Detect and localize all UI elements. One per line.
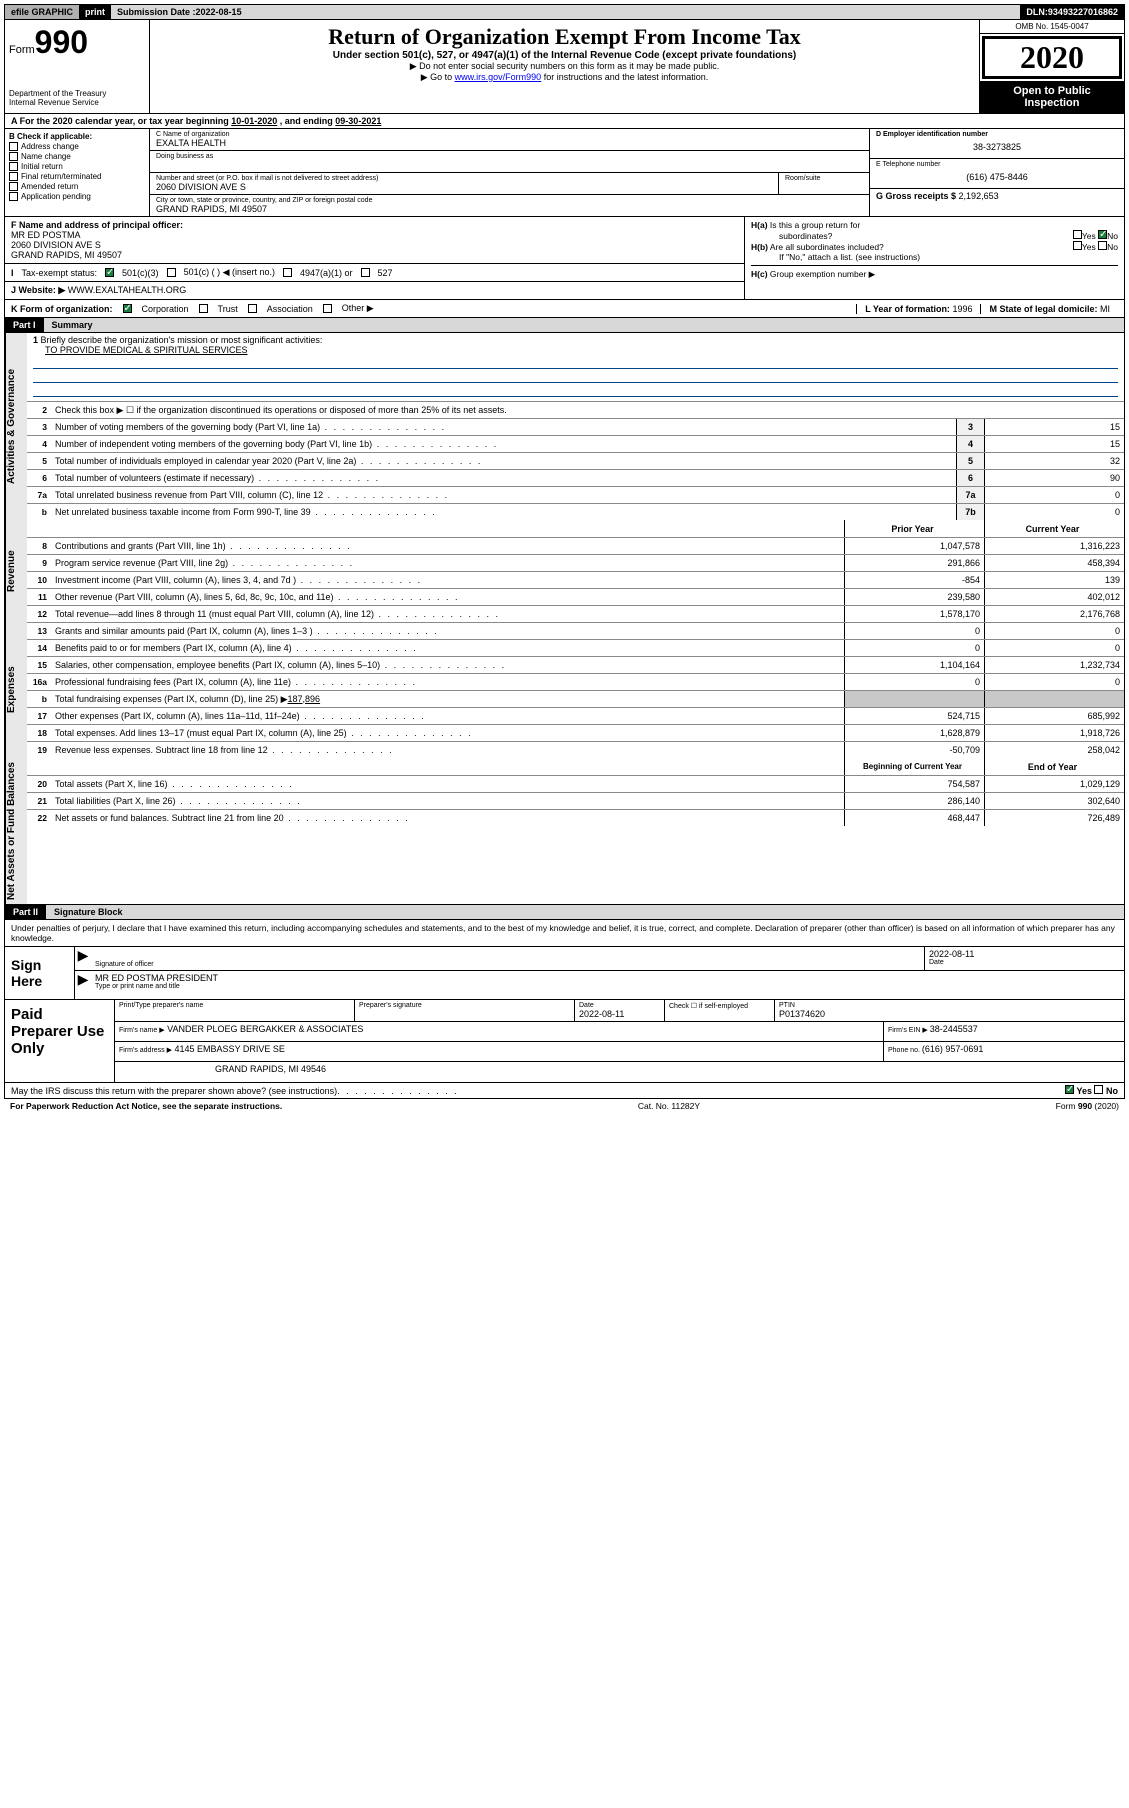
chk-discuss-no[interactable] bbox=[1094, 1085, 1103, 1094]
submission-date: Submission Date : 2022-08-15 bbox=[111, 5, 1020, 19]
header-left: Form990 Department of the Treasury Inter… bbox=[5, 20, 150, 113]
dln: DLN: 93493227016862 bbox=[1020, 5, 1124, 19]
header-right: OMB No. 1545-0047 2020 Open to PublicIns… bbox=[979, 20, 1124, 113]
org-name: EXALTA HEALTH bbox=[156, 138, 863, 148]
line-22: 22Net assets or fund balances. Subtract … bbox=[27, 809, 1124, 826]
chk-ha-no[interactable] bbox=[1098, 230, 1107, 239]
chk-other[interactable] bbox=[323, 304, 332, 313]
line-8: 8Contributions and grants (Part VIII, li… bbox=[27, 537, 1124, 554]
line-7a: 7aTotal unrelated business revenue from … bbox=[27, 486, 1124, 503]
form-title: Return of Organization Exempt From Incom… bbox=[156, 24, 973, 50]
paid-preparer-block: Paid Preparer Use Only Print/Type prepar… bbox=[4, 1000, 1125, 1083]
chk-trust[interactable] bbox=[199, 304, 208, 313]
block-fhij: F Name and address of principal officer:… bbox=[4, 216, 1125, 299]
chk-corp[interactable] bbox=[123, 304, 132, 313]
line-3: 3Number of voting members of the governi… bbox=[27, 418, 1124, 435]
chk-name-change[interactable] bbox=[9, 152, 18, 161]
line-9: 9Program service revenue (Part VIII, lin… bbox=[27, 554, 1124, 571]
gross-receipts: 2,192,653 bbox=[959, 191, 999, 201]
cell-i-status: ITax-exempt status: 501(c)(3) 501(c) ( )… bbox=[5, 264, 744, 282]
chk-final-return[interactable] bbox=[9, 172, 18, 181]
chk-address-change[interactable] bbox=[9, 142, 18, 151]
org-street: 2060 DIVISION AVE S bbox=[156, 182, 772, 192]
row-k: K Form of organization: Corporation Trus… bbox=[4, 299, 1125, 318]
print-button[interactable]: print bbox=[79, 5, 111, 19]
efile-label: efile GRAPHIC bbox=[5, 5, 79, 19]
part1-header: Part I Summary bbox=[4, 318, 1125, 333]
chk-527[interactable] bbox=[361, 268, 370, 277]
line-10: 10Investment income (Part VIII, column (… bbox=[27, 571, 1124, 588]
mission-text: TO PROVIDE MEDICAL & SPIRITUAL SERVICES bbox=[33, 345, 248, 355]
phone: (616) 475-8446 bbox=[876, 168, 1118, 186]
chk-initial-return[interactable] bbox=[9, 162, 18, 171]
chk-501c3[interactable] bbox=[105, 268, 114, 277]
cell-h: H(a) Is this a group return for subordin… bbox=[745, 217, 1124, 283]
line-7b: bNet unrelated business taxable income f… bbox=[27, 503, 1124, 520]
cell-f-officer: F Name and address of principal officer:… bbox=[5, 217, 744, 264]
chk-application-pending[interactable] bbox=[9, 192, 18, 201]
line-21: 21Total liabilities (Part X, line 26)286… bbox=[27, 792, 1124, 809]
cell-j-website: J Website: ▶ WWW.EXALTAHEALTH.ORG bbox=[5, 282, 744, 299]
block-bcde: B Check if applicable: Address change Na… bbox=[4, 129, 1125, 216]
vtab-ag: Activities & Governance bbox=[5, 333, 27, 520]
section-exp: Expenses 13Grants and similar amounts pa… bbox=[4, 622, 1125, 758]
line-16a: 16aProfessional fundraising fees (Part I… bbox=[27, 673, 1124, 690]
line-13: 13Grants and similar amounts paid (Part … bbox=[27, 622, 1124, 639]
col-de: D Employer identification number 38-3273… bbox=[869, 129, 1124, 216]
section-ag: Activities & Governance 1 Briefly descri… bbox=[4, 333, 1125, 520]
line-6: 6Total number of volunteers (estimate if… bbox=[27, 469, 1124, 486]
header-mid: Return of Organization Exempt From Incom… bbox=[150, 20, 979, 113]
chk-discuss-yes[interactable] bbox=[1065, 1085, 1074, 1094]
discuss-row: May the IRS discuss this return with the… bbox=[4, 1083, 1125, 1099]
chk-amended-return[interactable] bbox=[9, 182, 18, 191]
section-net: Net Assets or Fund Balances Beginning of… bbox=[4, 758, 1125, 905]
officer-name: MR ED POSTMA PRESIDENT bbox=[95, 973, 1120, 983]
org-city: GRAND RAPIDS, MI 49507 bbox=[156, 204, 863, 214]
firm-name: VANDER PLOEG BERGAKKER & ASSOCIATES bbox=[167, 1024, 363, 1034]
line-5: 5Total number of individuals employed in… bbox=[27, 452, 1124, 469]
footer: For Paperwork Reduction Act Notice, see … bbox=[4, 1099, 1125, 1113]
vtab-exp: Expenses bbox=[5, 622, 27, 758]
col-b-checkboxes: B Check if applicable: Address change Na… bbox=[5, 129, 150, 216]
chk-501c[interactable] bbox=[167, 268, 176, 277]
col-c-org: C Name of organization EXALTA HEALTH Doi… bbox=[150, 129, 869, 216]
chk-hb-no[interactable] bbox=[1098, 241, 1107, 250]
vtab-net: Net Assets or Fund Balances bbox=[5, 758, 27, 904]
line-4: 4Number of independent voting members of… bbox=[27, 435, 1124, 452]
chk-ha-yes[interactable] bbox=[1073, 230, 1082, 239]
line-12: 12Total revenue—add lines 8 through 11 (… bbox=[27, 605, 1124, 622]
form-header: Form990 Department of the Treasury Inter… bbox=[4, 20, 1125, 114]
part2-header: Part II Signature Block bbox=[4, 905, 1125, 920]
line-15: 15Salaries, other compensation, employee… bbox=[27, 656, 1124, 673]
chk-hb-yes[interactable] bbox=[1073, 241, 1082, 250]
tax-year: 2020 bbox=[982, 36, 1122, 79]
line-17: 17Other expenses (Part IX, column (A), l… bbox=[27, 707, 1124, 724]
top-bar: efile GRAPHIC print Submission Date : 20… bbox=[4, 4, 1125, 20]
line-11: 11Other revenue (Part VIII, column (A), … bbox=[27, 588, 1124, 605]
line-19: 19Revenue less expenses. Subtract line 1… bbox=[27, 741, 1124, 758]
row-a-tax-year: A For the 2020 calendar year, or tax yea… bbox=[4, 114, 1125, 129]
sig-intro: Under penalties of perjury, I declare th… bbox=[4, 920, 1125, 947]
line-20: 20Total assets (Part X, line 16)754,5871… bbox=[27, 775, 1124, 792]
sign-here-block: Sign Here ▶ Signature of officer 2022-08… bbox=[4, 947, 1125, 1000]
section-rev: Revenue Prior Year Current Year 8Contrib… bbox=[4, 520, 1125, 622]
line-14: 14Benefits paid to or for members (Part … bbox=[27, 639, 1124, 656]
chk-assoc[interactable] bbox=[248, 304, 257, 313]
website: WWW.EXALTAHEALTH.ORG bbox=[68, 285, 187, 295]
ein: 38-3273825 bbox=[876, 138, 1118, 156]
vtab-rev: Revenue bbox=[5, 520, 27, 622]
irs-link[interactable]: www.irs.gov/Form990 bbox=[455, 72, 542, 82]
line-18: 18Total expenses. Add lines 13–17 (must … bbox=[27, 724, 1124, 741]
chk-4947[interactable] bbox=[283, 268, 292, 277]
